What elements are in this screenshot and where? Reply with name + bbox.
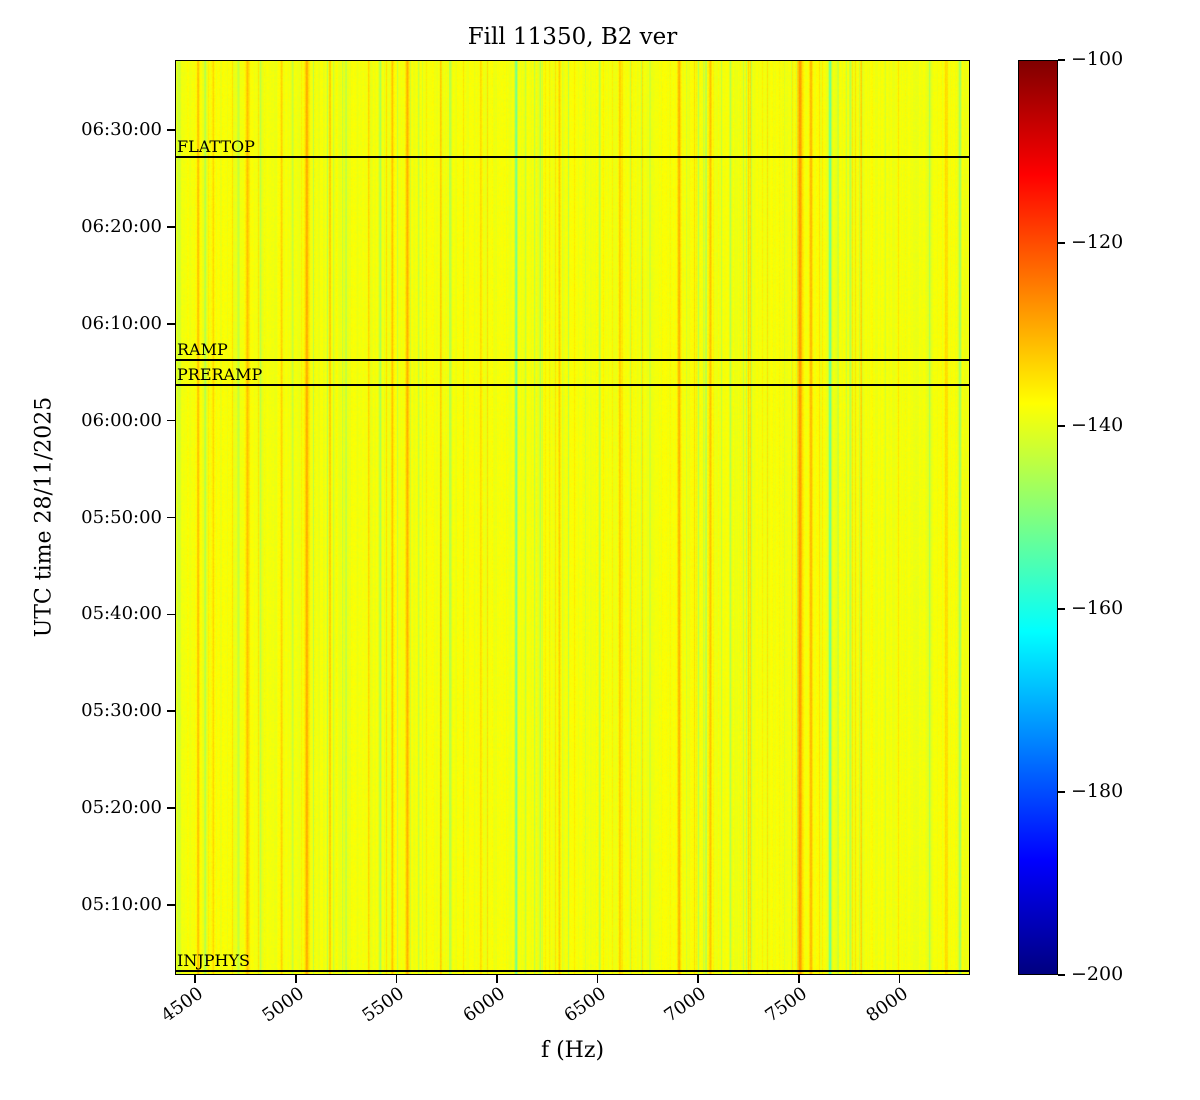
x-tick-label: 6500 [560,983,610,1027]
x-tick-mark [596,975,599,983]
x-tick-label: 5500 [358,983,409,1027]
beam-mode-line-ramp [175,358,970,362]
y-tick-mark [167,226,175,228]
beam-mode-line-flattop [175,155,970,159]
beam-mode-label-injphys: INJPHYS [177,950,250,970]
colorbar-tick-label: −180 [1071,780,1124,802]
colorbar-tick-mark [1058,425,1065,427]
y-tick-label: 06:30:00 [81,119,162,141]
beam-mode-line-preramp [175,383,970,387]
y-tick-label: 05:10:00 [81,893,162,915]
colorbar-tick-mark [1058,608,1065,610]
spectrogram-heatmap [175,60,970,975]
colorbar [1018,60,1058,975]
y-tick-label: 05:50:00 [81,506,162,528]
y-tick-mark [167,129,175,131]
x-tick-label: 6000 [459,983,510,1027]
y-tick-mark [167,516,175,519]
y-tick-label: 06:00:00 [81,409,162,431]
beam-mode-label-ramp: RAMP [177,340,228,360]
x-tick-mark [294,975,297,983]
x-axis-label: f (Hz) [540,1038,605,1063]
x-tick-mark [194,975,196,983]
beam-mode-label-flattop: FLATTOP [177,136,255,156]
colorbar-tick-label: −100 [1071,48,1124,70]
x-tick-label: 5000 [258,983,308,1027]
colorbar-tick-label: −160 [1071,597,1124,619]
y-tick-mark [167,904,175,906]
colorbar-tick-label: −120 [1071,231,1124,253]
colorbar-tick-label: −200 [1071,963,1124,985]
colorbar-tick-label: −140 [1071,414,1124,436]
y-tick-label: 05:40:00 [81,603,162,625]
y-tick-mark [167,710,175,712]
beam-mode-line-injphys [175,969,970,973]
x-tick-mark [496,975,498,983]
x-tick-mark [697,975,700,983]
colorbar-tick-mark [1058,974,1065,976]
y-tick-label: 05:20:00 [81,796,162,818]
y-tick-mark [167,323,175,325]
colorbar-tick-mark [1058,791,1065,793]
chart-title: Fill 11350, B2 ver [467,24,678,50]
x-tick-label: 4500 [157,983,208,1027]
colorbar-tick-mark [1058,242,1065,244]
x-tick-label: 8000 [862,983,912,1027]
y-tick-label: 05:30:00 [81,700,162,722]
y-tick-mark [167,419,175,422]
y-tick-mark [167,807,175,809]
beam-mode-label-preramp: PRERAMP [177,365,263,385]
colorbar-tick-mark [1058,59,1065,61]
y-tick-label: 06:20:00 [81,216,162,238]
y-tick-mark [167,613,175,616]
x-tick-label: 7000 [660,983,711,1027]
y-tick-label: 06:10:00 [81,312,162,334]
x-tick-mark [395,975,398,983]
x-tick-mark [898,975,901,983]
x-tick-mark [798,975,800,983]
x-tick-label: 7500 [761,983,811,1027]
